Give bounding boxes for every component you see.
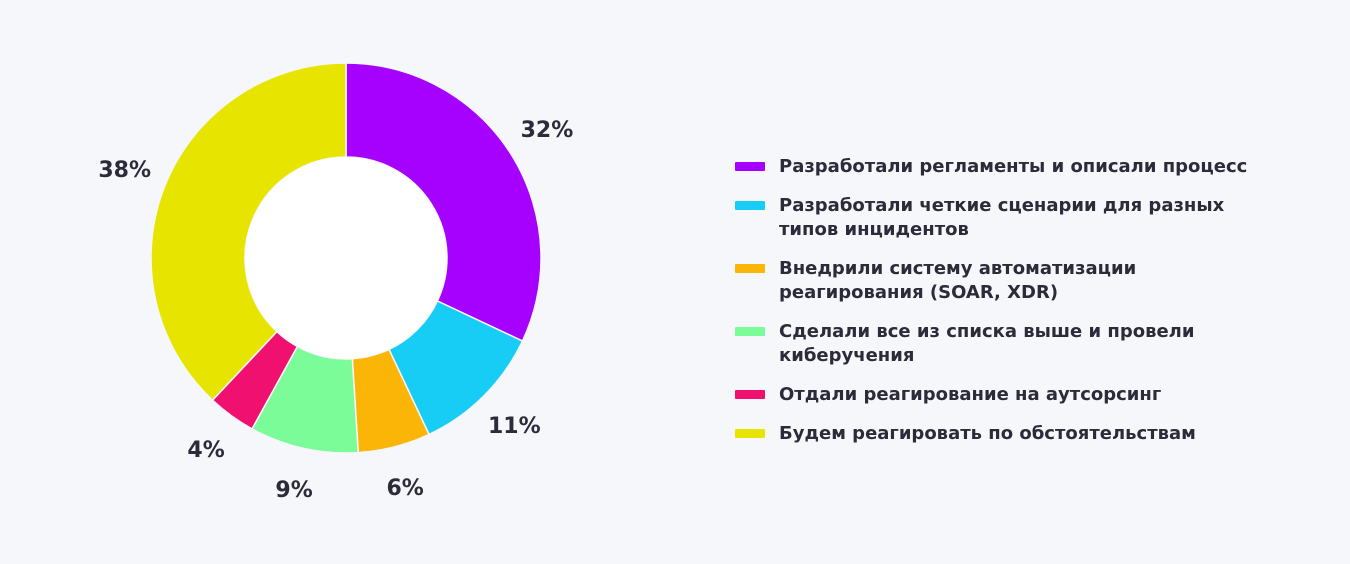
legend-item-scenarios: Разработали четкие сценарии для разных т… [735,194,1295,242]
donut-hole [245,157,447,359]
donut-plot: 32% 11% 6% 9% 4% 38% [98,62,574,503]
legend-swatch-regulations [735,162,765,171]
value-label-automation: 6% [387,476,424,501]
legend-item-regulations: Разработали регламенты и описали процесс [735,155,1295,179]
legend-label-scenarios: Разработали четкие сценарии для разных т… [779,195,1225,240]
legend-item-ad-hoc: Будем реагировать по обстоятельствам [735,422,1295,446]
value-label-scenarios: 11% [488,414,541,439]
legend-swatch-all-and-exercises [735,327,765,336]
value-label-ad-hoc: 38% [98,158,151,183]
legend-label-ad-hoc: Будем реагировать по обстоятельствам [779,423,1196,444]
value-label-outsourcing: 4% [187,438,224,463]
legend-item-outsourcing: Отдали реагирование на аутсорсинг [735,383,1295,407]
legend-item-all-and-exercises: Сделали все из списка выше и провели киб… [735,320,1295,368]
legend-label-outsourcing: Отдали реагирование на аутсорсинг [779,384,1162,405]
value-label-regulations: 32% [521,118,574,143]
legend-swatch-automation [735,264,765,273]
chart-legend: Разработали регламенты и описали процесс… [735,155,1295,461]
value-label-all-and-exercises: 9% [275,478,312,503]
legend-swatch-outsourcing [735,390,765,399]
legend-label-all-and-exercises: Сделали все из списка выше и провели киб… [779,321,1195,366]
legend-item-automation: Внедрили систему автоматизации реагирова… [735,257,1295,305]
legend-label-regulations: Разработали регламенты и описали процесс [779,156,1248,177]
legend-swatch-ad-hoc [735,429,765,438]
legend-swatch-scenarios [735,201,765,210]
legend-label-automation: Внедрили систему автоматизации реагирова… [779,258,1137,303]
